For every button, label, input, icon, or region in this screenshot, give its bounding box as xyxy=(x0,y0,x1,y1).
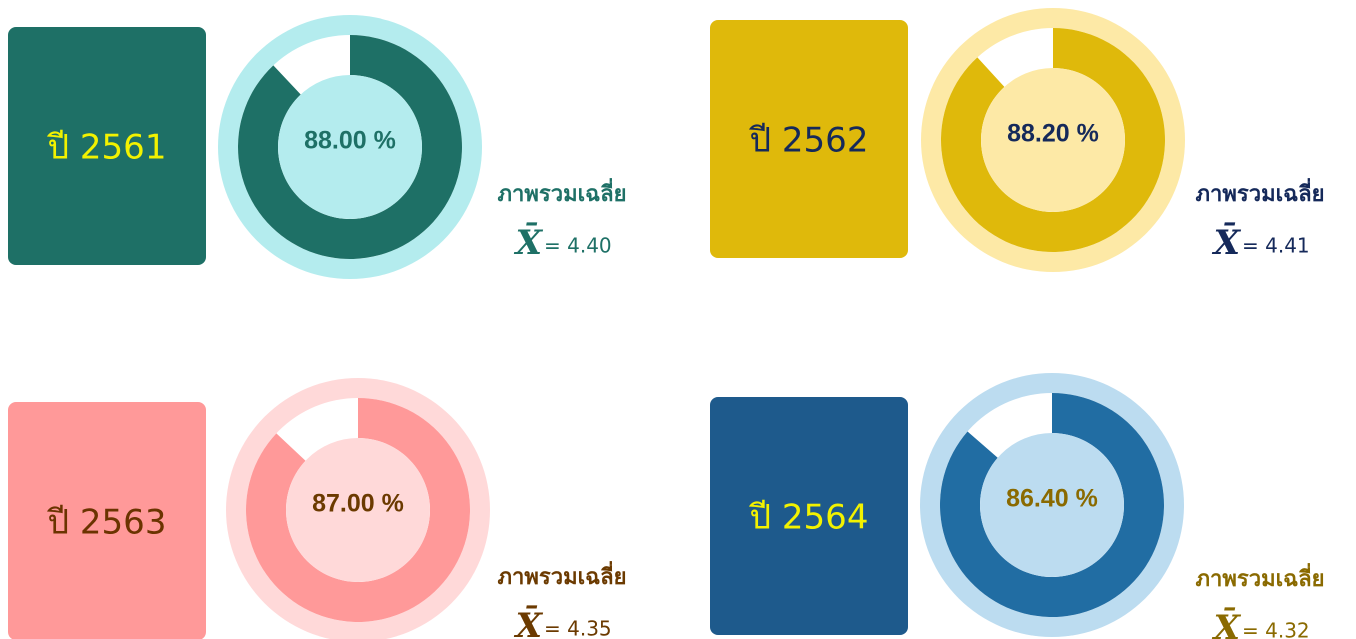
year-box xyxy=(8,402,206,639)
caption: ภาพรวมเฉลี่ย xyxy=(1196,562,1325,592)
donut-arc xyxy=(940,393,1165,618)
caption: ภาพรวมเฉลี่ย xyxy=(498,560,627,590)
donut-center xyxy=(981,68,1125,212)
year-label: ปี 2563 xyxy=(47,503,167,543)
year-box xyxy=(710,397,908,635)
year-label: ปี 2564 xyxy=(749,498,869,538)
donut-center xyxy=(980,433,1124,577)
mean-value: = 4.40 xyxy=(544,234,612,258)
mean-value: = 4.35 xyxy=(544,617,612,639)
caption: ภาพรวมเฉลี่ย xyxy=(1196,177,1325,207)
mean-symbol: X̄ xyxy=(1212,607,1242,639)
mean-value: = 4.32 xyxy=(1242,619,1310,639)
caption: ภาพรวมเฉลี่ย xyxy=(498,177,627,207)
donut-center xyxy=(278,75,422,219)
donut-arc xyxy=(941,28,1166,252)
donut-center xyxy=(286,438,430,582)
value-label: 88.00 % xyxy=(304,127,396,155)
value-label: 86.40 % xyxy=(1006,485,1098,513)
mean-value: = 4.41 xyxy=(1242,234,1310,258)
mean-symbol: X̄ xyxy=(1212,222,1242,263)
year-box xyxy=(710,20,908,258)
year-label: ปี 2561 xyxy=(47,128,167,168)
year-label: ปี 2562 xyxy=(749,121,869,161)
year-box xyxy=(8,27,206,265)
value-label: 87.00 % xyxy=(312,490,404,518)
donut-arc xyxy=(246,398,470,622)
donut-arc xyxy=(238,35,463,259)
mean-symbol: X̄ xyxy=(514,605,544,639)
mean-symbol: X̄ xyxy=(514,222,544,263)
value-label: 88.20 % xyxy=(1007,120,1099,148)
